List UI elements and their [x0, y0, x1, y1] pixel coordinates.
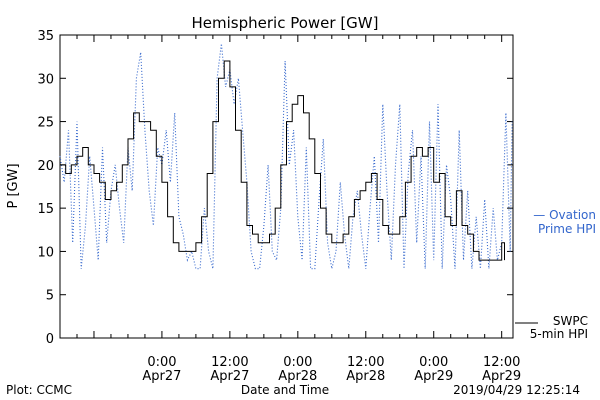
x-tick-label-date: Apr29 [414, 369, 453, 384]
y-tick-label: 20 [37, 159, 54, 174]
y-axis: 0 5 10 15 20 25 30 35 [37, 29, 513, 347]
legend-swpc-line1: SWPC [553, 314, 588, 328]
x-tick-label-date: Apr29 [482, 369, 521, 384]
x-tick-label-date: Apr28 [346, 369, 385, 384]
plot-timestamp: 2019/04/29 12:25:14 [453, 383, 580, 397]
y-tick-label: 35 [37, 29, 54, 44]
chart-title: Hemispheric Power [GW] [192, 14, 379, 32]
y-axis-label: P [GW] [6, 163, 21, 208]
x-tick-label-time: 12:00 [347, 355, 384, 370]
x-tick-label-time: 0:00 [147, 355, 176, 370]
series-swpc-line [60, 60, 505, 261]
legend-ovation-line1: — Ovation [533, 208, 596, 222]
x-tick-label-time: 12:00 [211, 355, 248, 370]
y-tick-label: 0 [46, 332, 54, 347]
y-tick-label: 15 [37, 202, 54, 217]
legend-swpc-line2: 5-min HPI [530, 327, 588, 341]
x-tick-label-time: 0:00 [419, 355, 448, 370]
y-tick-label: 25 [37, 116, 54, 131]
x-axis-label: Date and Time [241, 383, 329, 397]
plot-credit: Plot: CCMC [6, 383, 72, 397]
y-tick-label: 30 [37, 72, 54, 87]
x-tick-label-date: Apr27 [142, 369, 181, 384]
series-layer [59, 43, 513, 270]
x-tick-label-date: Apr28 [278, 369, 317, 384]
y-tick-label: 5 [46, 289, 54, 304]
x-tick-label-time: 12:00 [483, 355, 520, 370]
legend: — Ovation Prime HPI SWPC 5-min HPI [515, 208, 596, 341]
x-axis: 0:00Apr2712:00Apr270:00Apr2812:00Apr280:… [59, 35, 521, 384]
x-tick-label-date: Apr27 [210, 369, 249, 384]
x-tick-label-time: 0:00 [283, 355, 312, 370]
legend-ovation-line2: Prime HPI [538, 222, 596, 236]
y-tick-label: 10 [37, 245, 54, 260]
series-ovation-prime-line [59, 43, 513, 270]
